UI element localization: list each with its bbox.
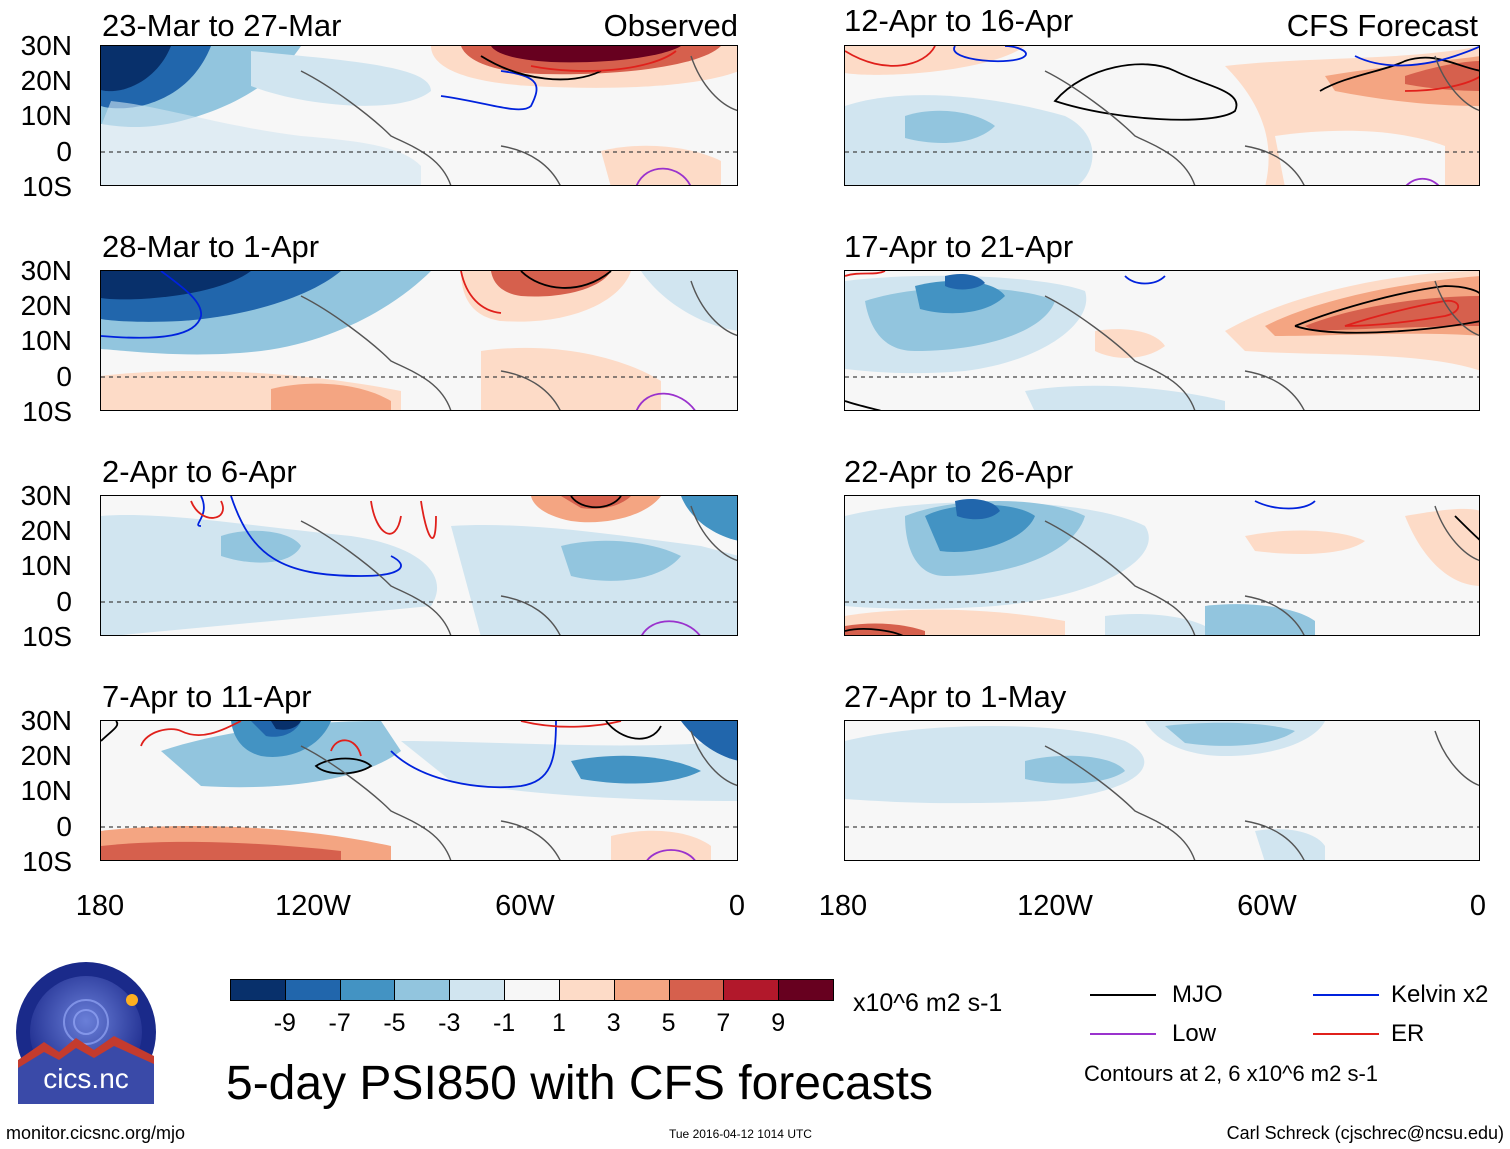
panel-title-1: 23-Mar to 27-Mar <box>102 8 342 43</box>
map-panel-2 <box>100 270 738 411</box>
colorbar-swatch <box>394 979 451 1001</box>
colorbar-tick-label: 5 <box>661 1009 676 1037</box>
colorbar-swatch <box>339 979 396 1001</box>
lon-label: 180 <box>75 890 125 922</box>
colorbar-swatch <box>449 979 506 1001</box>
map-panel-8 <box>844 720 1480 861</box>
lat-label: 0 <box>56 586 72 617</box>
lat-label: 0 <box>56 136 72 167</box>
lat-label: 20N <box>20 65 72 96</box>
map-panel-4-plot <box>101 721 737 860</box>
colorbar-tick-label: 1 <box>551 1009 566 1037</box>
map-panel-7 <box>844 495 1480 636</box>
colorbar-tick-label: 9 <box>771 1009 786 1037</box>
lat-label: 30N <box>20 30 72 61</box>
author-credit: Carl Schreck (cjschrec@ncsu.edu) <box>1226 1123 1504 1143</box>
cicsnc-logo: cics.nc <box>14 960 158 1104</box>
colorbar-swatch <box>778 979 834 1001</box>
observed-label: Observed <box>603 8 738 43</box>
lat-label: 10S <box>22 171 72 202</box>
map-panel-8-plot <box>845 721 1479 860</box>
lon-label: 0 <box>728 890 746 922</box>
panel-title-4: 7-Apr to 11-Apr <box>102 679 312 714</box>
lat-label: 30N <box>20 480 72 511</box>
lat-label: 10N <box>20 100 72 131</box>
colorbar-swatch <box>230 979 286 1001</box>
legend-label-er: ER <box>1391 1020 1425 1047</box>
lat-label: 10S <box>22 621 72 652</box>
lat-label: 10N <box>20 550 72 581</box>
colorbar-tick-label: -3 <box>438 1009 461 1037</box>
colorbar <box>230 979 834 1001</box>
lat-label: 10S <box>22 846 72 877</box>
map-panel-1 <box>100 45 738 186</box>
lat-label: 20N <box>20 515 72 546</box>
timestamp: Tue 2016-04-12 1014 UTC <box>669 1127 812 1141</box>
lat-label: 10N <box>20 775 72 806</box>
lat-label: 0 <box>56 361 72 392</box>
map-panel-1-plot <box>101 46 737 185</box>
panel-title-8: 27-Apr to 1-May <box>844 679 1067 714</box>
legend-label-mjo: MJO <box>1172 981 1223 1008</box>
lon-label: 60W <box>495 890 555 922</box>
colorbar-tick-label: -1 <box>492 1009 516 1037</box>
map-panel-3 <box>100 495 738 636</box>
lon-label: 120W <box>1017 890 1093 922</box>
colorbar-tick-label: 3 <box>606 1009 621 1037</box>
colorbar-swatch <box>613 979 670 1001</box>
legend-label-low: Low <box>1172 1020 1217 1047</box>
colorbar-swatch <box>284 979 341 1001</box>
colorbar-tick-label: -7 <box>328 1009 351 1037</box>
map-panel-2-plot <box>101 271 737 410</box>
lat-label: 30N <box>20 255 72 286</box>
contours-note: Contours at 2, 6 x10^6 m2 s-1 <box>1084 1061 1379 1086</box>
legend-swatch-low <box>1090 1033 1156 1035</box>
website-link[interactable]: monitor.cicsnc.org/mjo <box>6 1123 186 1143</box>
map-panel-5 <box>844 45 1480 186</box>
lat-label: 30N <box>20 705 72 736</box>
lon-label: 120W <box>275 890 351 922</box>
lat-label: 0 <box>56 811 72 842</box>
logo-graphic <box>16 962 156 1104</box>
lat-label: 20N <box>20 290 72 321</box>
lat-label: 10S <box>22 396 72 427</box>
main-title: 5-day PSI850 with CFS forecasts <box>226 1057 933 1110</box>
legend-swatch-er <box>1313 1033 1379 1035</box>
units-label: x10^6 m2 s-1 <box>853 989 1003 1017</box>
lat-label: 10N <box>20 325 72 356</box>
lon-label: 0 <box>1469 890 1487 922</box>
map-panel-3-plot <box>101 496 737 635</box>
colorbar-tick-label: -5 <box>383 1009 406 1037</box>
map-panel-5-plot <box>845 46 1479 185</box>
map-panel-4 <box>100 720 738 861</box>
colorbar-tick-label: -9 <box>273 1009 296 1037</box>
legend-label-kelvin: Kelvin x2 <box>1391 981 1489 1008</box>
lon-label: 60W <box>1237 890 1297 922</box>
colorbar-swatch <box>668 979 725 1001</box>
panel-title-3: 2-Apr to 6-Apr <box>102 454 297 489</box>
lat-label: 20N <box>20 740 72 771</box>
panel-title-7: 22-Apr to 26-Apr <box>844 454 1074 489</box>
colorbar-swatch <box>723 979 780 1001</box>
lon-label: 180 <box>818 890 868 922</box>
logo-text: cics.nc <box>43 1063 129 1094</box>
colorbar-swatch <box>558 979 615 1001</box>
map-panel-7-plot <box>845 499 1479 635</box>
panel-title-2: 28-Mar to 1-Apr <box>102 229 320 264</box>
legend-swatch-mjo <box>1090 994 1156 996</box>
map-panel-6-plot <box>845 271 1479 410</box>
panel-title-5: 12-Apr to 16-Apr <box>844 3 1074 38</box>
colorbar-swatch <box>504 979 560 1001</box>
panel-title-6: 17-Apr to 21-Apr <box>844 229 1074 264</box>
legend-swatch-kelvin <box>1313 994 1379 996</box>
map-panel-6 <box>844 270 1480 411</box>
colorbar-tick-label: 7 <box>716 1009 731 1037</box>
cfs-forecast-label: CFS Forecast <box>1286 8 1478 43</box>
